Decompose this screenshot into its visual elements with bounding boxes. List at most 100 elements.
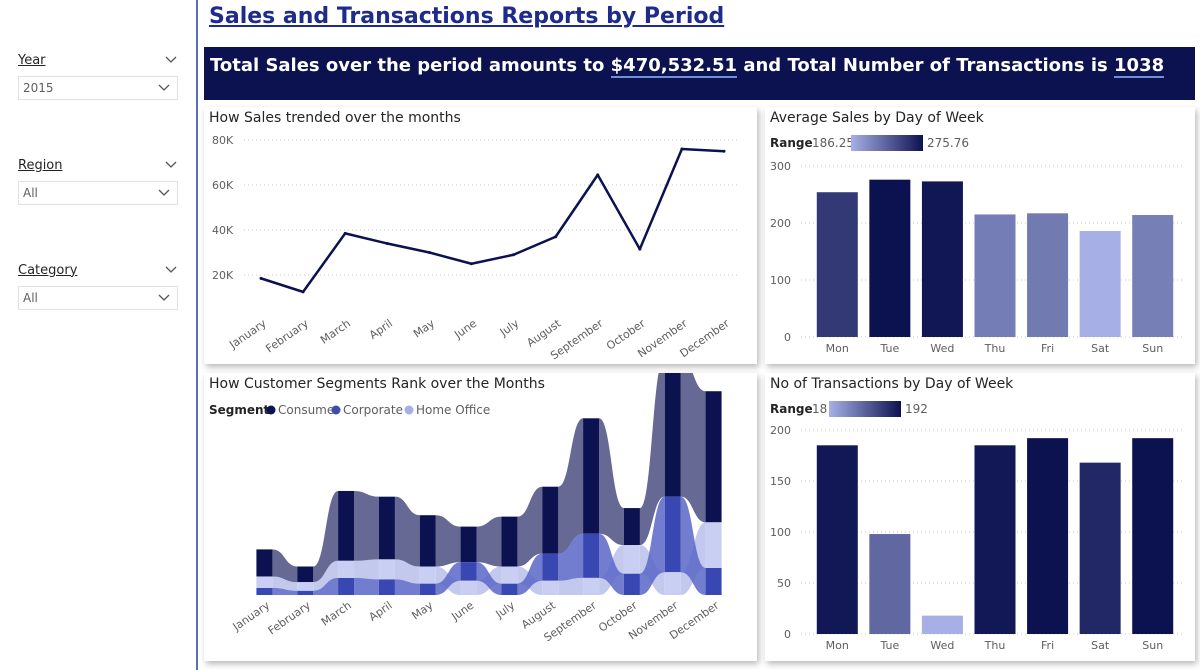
sales-point[interactable]	[596, 173, 600, 177]
bar[interactable]	[1079, 462, 1121, 634]
segment-bar-consumer[interactable]	[297, 566, 314, 583]
segment-bar-home-office[interactable]	[542, 580, 559, 595]
ribbon-consumer[interactable]	[354, 490, 379, 561]
ribbon-home-office[interactable]	[313, 560, 339, 591]
avg-sales-chart[interactable]: Range 186.25 275.76 0 100 200 300 Mon Tue Wed Thu F…	[765, 107, 1195, 364]
segment-bar-corporate[interactable]	[501, 583, 518, 595]
bar[interactable]	[921, 181, 963, 337]
ribbon-consumer[interactable]	[599, 418, 624, 546]
ribbon-corporate[interactable]	[680, 496, 706, 595]
segment-bar-home-office[interactable]	[419, 566, 436, 584]
ribbon-corporate[interactable]	[639, 496, 665, 595]
segment-bar-corporate[interactable]	[256, 587, 273, 595]
segment-bar-corporate[interactable]	[378, 579, 395, 595]
segment-bar-consumer[interactable]	[501, 516, 518, 567]
segment-bar-home-office[interactable]	[297, 582, 314, 591]
sales-point[interactable]	[638, 247, 642, 251]
ribbon-corporate[interactable]	[354, 577, 379, 595]
sales-point[interactable]	[259, 276, 263, 280]
segment-bar-consumer[interactable]	[378, 496, 395, 560]
bar[interactable]	[974, 445, 1016, 634]
segment-bar-corporate[interactable]	[419, 583, 436, 595]
ribbon-corporate[interactable]	[599, 533, 624, 595]
bar[interactable]	[869, 534, 911, 634]
segment-bar-consumer[interactable]	[419, 515, 436, 567]
ribbon-corporate[interactable]	[313, 577, 339, 595]
ribbon-consumer[interactable]	[639, 373, 665, 546]
ribbon-consumer[interactable]	[517, 486, 543, 567]
segment-bar-corporate[interactable]	[664, 496, 681, 573]
segment-bar-consumer[interactable]	[583, 418, 600, 534]
segment-bar-corporate[interactable]	[338, 577, 355, 595]
ribbon-home-office[interactable]	[272, 576, 298, 591]
sales-line[interactable]	[260, 147, 725, 294]
category-dropdown[interactable]: All	[18, 286, 178, 310]
segment-bar-corporate[interactable]	[542, 553, 559, 581]
ribbon-consumer[interactable]	[272, 549, 298, 583]
chevron-down-icon[interactable]	[157, 291, 171, 305]
ribbon-home-office[interactable]	[354, 559, 379, 580]
segment-bar-corporate[interactable]	[297, 590, 314, 595]
ribbon-corporate[interactable]	[272, 587, 298, 595]
segment-bar-consumer[interactable]	[705, 391, 722, 523]
chevron-down-icon[interactable]	[157, 186, 171, 200]
segment-bar-home-office[interactable]	[460, 580, 477, 595]
bar[interactable]	[1079, 230, 1121, 337]
segment-bar-home-office[interactable]	[501, 566, 518, 584]
bar[interactable]	[816, 192, 858, 337]
chevron-down-icon[interactable]	[164, 158, 178, 172]
segment-bar-home-office[interactable]	[664, 572, 681, 595]
segment-bar-home-office[interactable]	[338, 560, 355, 578]
ribbon-corporate[interactable]	[558, 533, 584, 581]
segment-bar-corporate[interactable]	[583, 533, 600, 578]
region-dropdown[interactable]: All	[18, 181, 178, 205]
ribbon-consumer[interactable]	[394, 496, 420, 567]
segment-bar-consumer[interactable]	[338, 490, 355, 561]
segment-bar-home-office[interactable]	[583, 577, 600, 595]
sales-point[interactable]	[343, 231, 347, 235]
bar[interactable]	[1132, 438, 1174, 634]
ribbon-consumer[interactable]	[558, 418, 584, 554]
segment-bar-consumer[interactable]	[664, 373, 681, 497]
segment-bar-home-office[interactable]	[705, 522, 722, 568]
bar[interactable]	[921, 615, 963, 634]
segment-bar-consumer[interactable]	[623, 508, 640, 546]
ribbon-consumer[interactable]	[476, 516, 502, 567]
bar[interactable]	[1132, 215, 1174, 337]
sales-point[interactable]	[680, 147, 684, 151]
ribbon-consumer[interactable]	[313, 490, 339, 583]
segment-bar-consumer[interactable]	[256, 549, 273, 577]
category-slicer[interactable]: Category All	[18, 260, 178, 310]
year-dropdown[interactable]: 2015	[18, 76, 178, 100]
sales-point[interactable]	[469, 262, 473, 266]
segment-bar-corporate[interactable]	[705, 567, 722, 595]
segment-bar-home-office[interactable]	[256, 576, 273, 588]
bar[interactable]	[1027, 438, 1069, 634]
ribbon-corporate[interactable]	[394, 579, 420, 595]
year-slicer[interactable]: Year 2015	[18, 50, 178, 100]
bar[interactable]	[974, 214, 1016, 337]
segment-bar-home-office[interactable]	[623, 545, 640, 574]
chevron-down-icon[interactable]	[164, 53, 178, 67]
segment-bar-corporate[interactable]	[460, 562, 477, 581]
bar[interactable]	[816, 445, 858, 634]
sales-point[interactable]	[385, 242, 389, 245]
ribbon-consumer[interactable]	[435, 515, 461, 567]
segment-bar-corporate[interactable]	[623, 573, 640, 595]
ribbon-corporate[interactable]	[476, 562, 502, 595]
sales-point[interactable]	[554, 235, 558, 239]
transactions-chart[interactable]: Range 18 192 0 50 100 150 200 Mon Tue Wed Thu Fri Sat…	[765, 373, 1195, 661]
region-slicer[interactable]: Region All	[18, 155, 178, 205]
segment-bar-home-office[interactable]	[378, 559, 395, 580]
segments-chart[interactable]: Segment Consumer Corporate Home OfficeJanua…	[204, 373, 757, 661]
ribbon-corporate[interactable]	[435, 562, 461, 595]
ribbon-home-office[interactable]	[394, 559, 420, 584]
sales-point[interactable]	[512, 253, 516, 257]
bar[interactable]	[869, 179, 911, 337]
sales-point[interactable]	[722, 149, 726, 153]
segment-bar-consumer[interactable]	[542, 486, 559, 554]
ribbon-home-office[interactable]	[558, 577, 584, 595]
chevron-down-icon[interactable]	[157, 81, 171, 95]
sales-point[interactable]	[427, 251, 431, 254]
